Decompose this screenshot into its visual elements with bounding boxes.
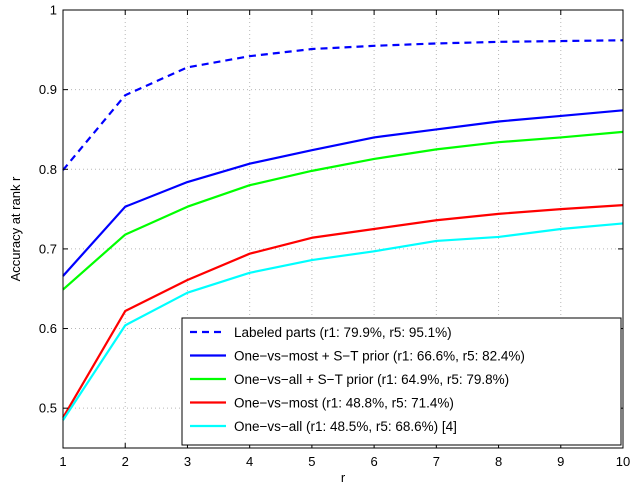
legend-label: One−vs−most + S−T prior (r1: 66.6%, r5: …	[234, 349, 525, 364]
x-tick-label: 10	[616, 454, 630, 469]
y-tick-label: 0.9	[39, 82, 57, 97]
y-tick-label: 0.8	[39, 162, 57, 177]
series-line-3	[62, 130, 624, 291]
x-tick-label: 3	[184, 454, 191, 469]
y-axis-label: Accuracy at rank r	[8, 176, 23, 281]
x-tick-label: 2	[122, 454, 129, 469]
y-tick-label: 0.7	[39, 241, 57, 256]
series-line-5	[62, 222, 624, 421]
x-tick-label: 6	[370, 454, 377, 469]
plot-frame	[62, 9, 624, 449]
legend-label: One−vs−all (r1: 48.5%, r5: 68.6%) [4]	[234, 419, 457, 434]
series-line-1	[62, 39, 624, 171]
legend: Labeled parts (r1: 79.9%, r5: 95.1%) One−…	[181, 317, 622, 446]
x-tick-label: 5	[308, 454, 315, 469]
y-tick-label: 0.6	[39, 321, 57, 336]
y-tick-label: 1	[50, 3, 57, 18]
y-tick-label: 0.5	[39, 401, 57, 416]
x-tick-label: 1	[59, 454, 66, 469]
x-tick-label: 9	[557, 454, 564, 469]
legend-label: One−vs−most (r1: 48.8%, r5: 71.4%)	[234, 396, 454, 411]
x-tick-label: 7	[433, 454, 440, 469]
x-tick-label: 8	[495, 454, 502, 469]
series-line-4	[62, 204, 624, 419]
legend-label: Labeled parts (r1: 79.9%, r5: 95.1%)	[234, 325, 452, 340]
legend-box	[181, 317, 622, 446]
series-line-2	[62, 109, 624, 277]
series-layer	[62, 39, 624, 421]
x-axis-label: r	[341, 470, 346, 485]
legend-label: One−vs−all + S−T prior (r1: 64.9%, r5: 7…	[234, 372, 509, 387]
x-tick-label: 4	[246, 454, 253, 469]
